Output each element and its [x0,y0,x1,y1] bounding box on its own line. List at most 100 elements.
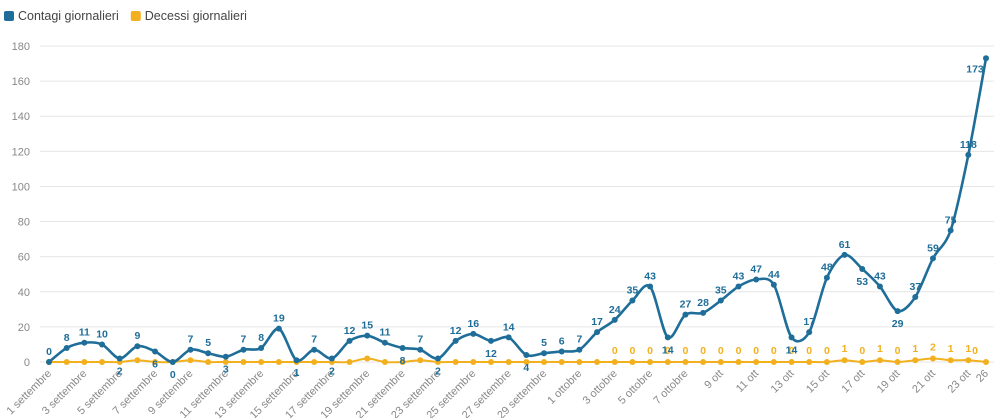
data-label: 0 [170,369,176,381]
point [859,359,866,365]
data-label: 43 [644,271,656,283]
data-label: 15 [361,320,373,332]
x-tick-label: 23 ott [945,368,973,396]
y-tick-label: 140 [12,111,30,123]
data-label: 10 [96,328,108,340]
point [222,353,229,360]
point [753,359,760,365]
point [187,346,194,353]
point [134,343,141,350]
y-tick-label: 100 [12,181,30,193]
point [470,359,477,365]
point [240,346,247,353]
point [894,359,901,365]
data-label: 2 [930,341,936,353]
point [487,337,494,344]
x-tick-label: 3 ottobre [581,368,620,407]
data-label: 2 [117,365,123,377]
data-label: 6 [152,358,158,370]
point [470,330,477,337]
point [452,359,459,365]
point [434,355,441,362]
data-label: 0 [895,345,901,357]
data-label: 28 [697,297,709,309]
point [859,265,866,272]
point [894,308,901,315]
point [452,337,459,344]
point [63,344,70,351]
point [293,357,300,364]
data-label: 0 [972,345,978,357]
point [558,348,565,355]
y-tick-label: 160 [12,76,30,88]
point [63,359,70,365]
data-label: 44 [768,269,780,281]
data-label: 19 [273,313,285,325]
data-label: 1 [912,343,918,355]
data-label: 11 [79,327,90,339]
data-label: 61 [839,239,851,251]
data-label: 17 [591,316,603,328]
data-label: 24 [609,304,621,316]
data-label: 173 [966,63,984,75]
point [116,355,123,362]
data-label: 8 [64,332,70,344]
point [770,281,777,288]
data-label: 35 [715,285,727,297]
point [152,359,159,365]
point [523,351,530,358]
data-label: 0 [665,345,671,357]
data-label: 0 [683,345,689,357]
data-label: 0 [612,345,618,357]
data-label: 14 [503,321,515,333]
y-tick-label: 120 [12,146,30,158]
point [717,359,724,365]
data-label: 5 [541,337,547,349]
data-label: 43 [733,271,745,283]
data-label: 14 [786,344,798,356]
data-label: 6 [559,335,565,347]
data-label: 8 [400,355,406,367]
point [328,355,335,362]
point [187,357,194,364]
y-tick-label: 40 [18,287,30,299]
y-tick-label: 60 [18,252,30,264]
point [947,227,954,234]
data-label: 0 [736,345,742,357]
data-label: 17 [803,316,815,328]
data-label: 0 [718,345,724,357]
data-label: 1 [877,343,883,355]
point [788,359,795,365]
legend-swatch [130,11,141,21]
data-label: 29 [892,318,904,330]
data-label: 2 [435,365,441,377]
point [912,357,919,364]
legend-swatch [4,11,14,21]
data-label: 12 [344,325,356,337]
point [505,334,512,341]
point [735,283,742,290]
x-tick-label: 26 [974,368,991,385]
point [983,359,989,365]
x-tick-label: 11 ott [734,368,761,395]
data-label: 59 [927,242,939,254]
data-label: 35 [627,285,639,297]
point [346,337,353,344]
point [629,359,636,365]
data-label: 7 [311,334,317,346]
legend-label: Decessi giornalieri [145,9,247,23]
data-label: 12 [485,348,497,360]
data-label: 43 [874,271,886,283]
point [381,339,388,346]
point [505,359,512,365]
data-label: 1 [842,343,848,355]
point [611,316,618,323]
data-label: 7 [417,334,423,346]
point [576,346,583,353]
point [381,359,388,365]
point [788,334,795,341]
line [48,58,988,364]
x-tick-label: 1 ottobre [545,368,584,407]
point [275,325,282,332]
data-label: 1 [294,367,300,379]
